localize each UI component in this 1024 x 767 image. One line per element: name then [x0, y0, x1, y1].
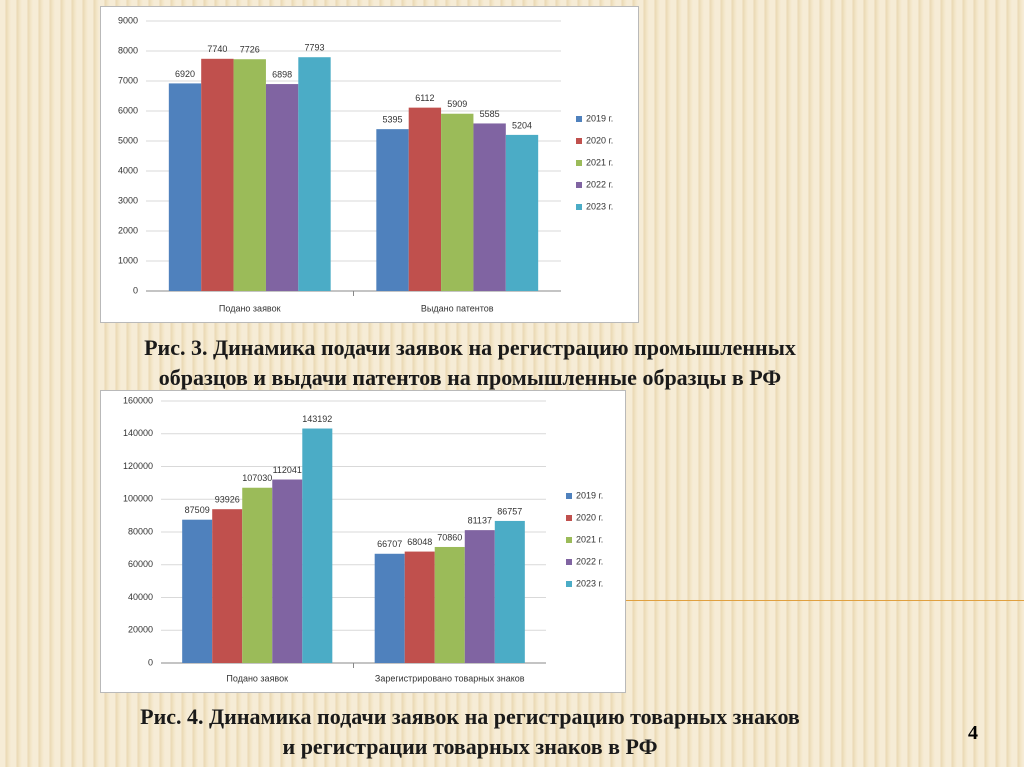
legend-label: 2019 г.	[586, 113, 613, 123]
bar	[212, 509, 243, 663]
bar	[404, 551, 435, 663]
legend-label: 2021 г.	[586, 157, 613, 167]
legend-swatch	[566, 537, 572, 543]
legend-label: 2022 г.	[576, 556, 603, 566]
y-tick-label: 8000	[118, 45, 138, 55]
legend-label: 2020 г.	[576, 512, 603, 522]
y-tick-label: 4000	[118, 165, 138, 175]
data-label: 68048	[407, 537, 432, 547]
legend-swatch	[576, 116, 582, 122]
y-tick-label: 160000	[123, 395, 153, 405]
y-tick-label: 0	[148, 657, 153, 667]
legend-swatch	[576, 182, 582, 188]
y-tick-label: 9000	[118, 15, 138, 25]
data-label: 5204	[512, 120, 532, 130]
legend-label: 2019 г.	[576, 490, 603, 500]
legend-swatch	[576, 160, 582, 166]
x-tick-label: Подано заявок	[219, 303, 281, 313]
legend-swatch	[566, 559, 572, 565]
y-tick-label: 60000	[128, 559, 153, 569]
bar	[434, 546, 465, 663]
legend-swatch	[566, 581, 572, 587]
y-tick-label: 2000	[118, 225, 138, 235]
data-label: 87509	[185, 505, 210, 515]
bar	[168, 83, 202, 292]
caption: Рис. 4. Динамика подачи заявок на регист…	[0, 702, 940, 762]
x-tick-label: Выдано патентов	[421, 303, 494, 313]
bar	[298, 57, 331, 292]
bar	[473, 123, 506, 291]
legend-label: 2020 г.	[586, 135, 613, 145]
data-label: 5909	[447, 99, 467, 109]
caption-line: и регистрации товарных знаков в РФ	[282, 734, 658, 759]
y-tick-label: 140000	[123, 428, 153, 438]
caption: Рис. 3. Динамика подачи заявок на регист…	[0, 333, 940, 393]
data-label: 81137	[468, 516, 492, 526]
legend-label: 2023 г.	[586, 201, 613, 211]
caption-line: Рис. 4. Динамика подачи заявок на регист…	[140, 704, 800, 729]
data-label: 7740	[207, 44, 227, 54]
y-tick-label: 5000	[118, 135, 138, 145]
data-label: 6898	[272, 69, 292, 79]
y-tick-label: 3000	[118, 195, 138, 205]
legend-label: 2023 г.	[576, 578, 603, 588]
y-tick-label: 20000	[128, 625, 153, 635]
y-tick-label: 6000	[118, 105, 138, 115]
data-label: 5395	[382, 115, 402, 125]
bar	[233, 59, 266, 291]
legend-label: 2022 г.	[586, 179, 613, 189]
y-tick-label: 0	[133, 285, 138, 295]
y-tick-label: 40000	[128, 592, 153, 602]
legend-label: 2021 г.	[576, 534, 603, 544]
data-label: 7793	[304, 43, 324, 53]
y-tick-label: 1000	[118, 255, 138, 265]
bar	[374, 553, 405, 663]
data-label: 86757	[497, 506, 522, 516]
data-label: 6112	[415, 93, 434, 103]
data-label: 5585	[480, 109, 500, 119]
caption-line: Рис. 3. Динамика подачи заявок на регист…	[144, 335, 796, 360]
data-label: 70860	[437, 532, 462, 542]
bar	[272, 479, 303, 663]
bar	[201, 58, 234, 291]
data-label: 107030	[242, 473, 272, 483]
caption-line: образцов и выдачи патентов на промышленн…	[158, 365, 782, 390]
bar	[408, 107, 442, 291]
legend-swatch	[576, 138, 582, 144]
x-tick-label: Подано заявок	[226, 673, 288, 683]
bar	[494, 520, 525, 663]
y-tick-label: 120000	[123, 461, 153, 471]
data-label: 143192	[302, 414, 332, 424]
legend-swatch	[566, 493, 572, 499]
y-tick-label: 7000	[118, 75, 138, 85]
divider	[625, 600, 1024, 601]
legend-swatch	[576, 204, 582, 210]
bar	[265, 84, 299, 291]
x-tick-label: Зарегистрировано товарных знаков	[375, 673, 525, 683]
chart: 0 20000 40000 60000 80000 100000 120000 140000 1…	[100, 390, 626, 693]
y-tick-label: 100000	[123, 494, 153, 504]
data-label: 112041	[273, 465, 302, 475]
bar	[441, 113, 474, 291]
legend-swatch	[566, 515, 572, 521]
bar	[182, 519, 213, 663]
bar	[376, 129, 409, 291]
data-label: 66707	[377, 539, 402, 549]
chart: 0 1000 2000 3000 4000 5000 6000 7000 8000 9000 Под…	[100, 6, 639, 323]
bar	[464, 530, 495, 663]
data-label: 6920	[175, 69, 195, 79]
bar	[302, 428, 333, 663]
data-label: 7726	[240, 45, 260, 55]
bar	[505, 134, 539, 291]
bar	[242, 487, 273, 663]
y-tick-label: 80000	[128, 526, 153, 536]
data-label: 93926	[215, 495, 240, 505]
page-number: 4	[968, 722, 978, 744]
